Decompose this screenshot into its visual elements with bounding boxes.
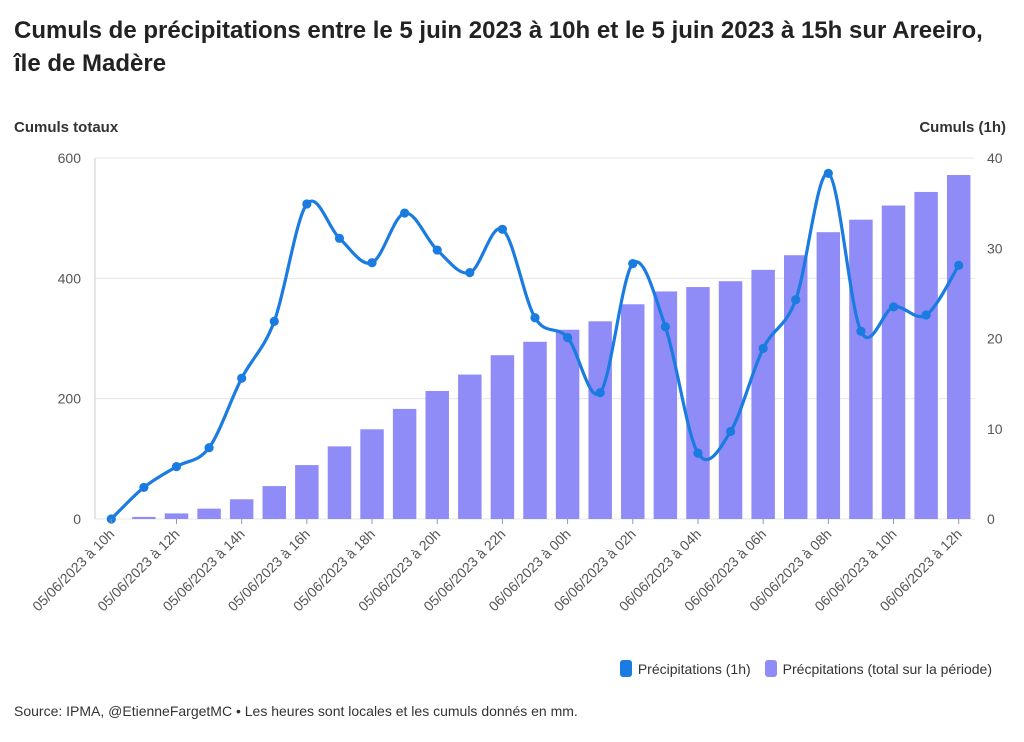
line-point (562, 332, 573, 343)
line-point (465, 268, 475, 278)
bar (751, 269, 775, 519)
bar (914, 191, 938, 519)
bar (458, 374, 482, 519)
bar (262, 486, 286, 519)
bar (784, 255, 808, 519)
left-tick-label: 0 (73, 511, 81, 527)
bar (392, 408, 417, 519)
line-point (954, 260, 964, 270)
line-point (432, 245, 442, 255)
line-point (888, 302, 899, 312)
right-axis-title: Cumuls (1h) (919, 119, 1006, 136)
line-point (237, 373, 247, 383)
bar (295, 465, 319, 519)
line-point (400, 208, 410, 218)
line-point (628, 258, 638, 269)
left-tick-label: 200 (58, 391, 82, 407)
line-point (171, 462, 182, 472)
legend-item-total[interactable]: Précpitations (total sur la période) (764, 660, 992, 677)
legend-item-hourly[interactable]: Précipitations (1h) (619, 660, 751, 677)
left-axis-title: Cumuls totaux (14, 119, 119, 136)
line-point (693, 448, 703, 458)
right-tick-label: 20 (987, 331, 1003, 347)
bar (588, 321, 612, 519)
right-tick-label: 40 (987, 150, 1003, 166)
bar (132, 516, 156, 519)
legend-label-total: Précpitations (total sur la période) (782, 660, 992, 677)
bar (621, 304, 645, 519)
bar (816, 232, 841, 520)
left-tick-label: 600 (58, 150, 82, 166)
line-point (367, 258, 377, 268)
bar (849, 219, 873, 519)
legend: Précipitations (1h) Précpitations (total… (619, 660, 992, 677)
line-point (334, 233, 345, 243)
line-point (269, 316, 279, 326)
source-note: Source: IPMA, @EtienneFargetMC • Les heu… (14, 703, 578, 719)
bar (197, 508, 221, 519)
line-point (204, 443, 214, 453)
line-point (530, 313, 540, 323)
bar (881, 205, 906, 519)
line-point (758, 343, 768, 354)
line-point (660, 322, 670, 332)
bar (686, 287, 710, 519)
line-point (791, 295, 801, 305)
right-tick-label: 30 (987, 240, 1003, 256)
bar (490, 355, 515, 519)
line-point (302, 199, 312, 209)
bar (523, 341, 547, 519)
legend-swatch-total (764, 660, 777, 677)
line-point (823, 168, 833, 178)
line-point (595, 388, 605, 398)
bar (164, 513, 189, 519)
bar (946, 175, 971, 519)
line-point (921, 310, 931, 320)
bar (555, 329, 580, 519)
line-point (856, 326, 866, 336)
right-tick-label: 10 (987, 421, 1003, 437)
legend-label-hourly: Précipitations (1h) (637, 660, 751, 677)
line-point (497, 224, 508, 234)
bar (229, 499, 254, 519)
bar (327, 446, 352, 519)
line-point (725, 426, 736, 437)
chart-title: Cumuls de précipitations entre le 5 juin… (14, 17, 983, 77)
right-tick-label: 0 (987, 511, 995, 527)
bar (425, 390, 449, 519)
line-point (139, 482, 149, 493)
legend-swatch-hourly (619, 660, 632, 677)
bar (360, 429, 384, 519)
left-tick-label: 400 (58, 270, 82, 286)
bar (718, 281, 743, 519)
